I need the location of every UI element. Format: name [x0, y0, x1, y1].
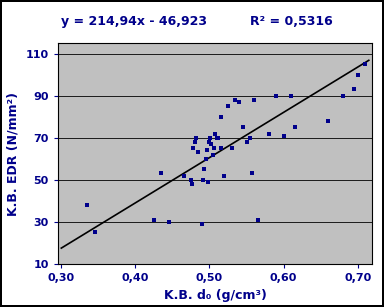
Point [210, 152, 216, 157]
Point [208, 142, 214, 146]
Y-axis label: K.B. EDR (N/mm²): K.B. EDR (N/mm²) [7, 91, 20, 216]
Point [188, 177, 194, 182]
Point [217, 114, 223, 119]
Point [243, 139, 250, 144]
Text: R² = 0,5316: R² = 0,5316 [250, 15, 333, 28]
Point [325, 119, 331, 123]
Point [205, 180, 211, 185]
Point [180, 173, 187, 178]
Point [200, 167, 207, 172]
Point [273, 93, 279, 98]
Point [151, 217, 157, 222]
Point [280, 133, 286, 138]
Point [218, 146, 224, 151]
Point [225, 104, 231, 109]
Point [232, 97, 238, 102]
Text: y = 214,94x - 46,923: y = 214,94x - 46,923 [61, 15, 207, 28]
X-axis label: K.B. d₀ (g/cm³): K.B. d₀ (g/cm³) [164, 289, 266, 301]
Point [166, 220, 172, 224]
Point [354, 72, 361, 77]
Point [203, 156, 209, 161]
Point [221, 173, 227, 178]
Point [212, 131, 218, 136]
Point [249, 171, 255, 176]
Point [215, 135, 222, 140]
Point [199, 222, 205, 227]
Point [158, 171, 164, 176]
Point [240, 125, 246, 130]
Point [207, 135, 213, 140]
Point [207, 139, 213, 144]
Point [247, 135, 253, 140]
Point [214, 135, 220, 140]
Point [291, 125, 298, 130]
Point [351, 87, 357, 92]
Point [200, 177, 206, 182]
Point [190, 146, 196, 151]
Point [340, 93, 346, 98]
Point [84, 203, 90, 208]
Point [91, 230, 98, 235]
Point [192, 139, 198, 144]
Point [255, 217, 261, 222]
Point [228, 146, 235, 151]
Point [204, 148, 210, 153]
Point [211, 146, 217, 151]
Point [266, 131, 272, 136]
Point [189, 181, 195, 186]
Point [251, 97, 257, 102]
Point [195, 150, 202, 155]
Point [288, 93, 294, 98]
Point [236, 99, 242, 104]
Point [362, 62, 368, 67]
Point [193, 135, 199, 140]
